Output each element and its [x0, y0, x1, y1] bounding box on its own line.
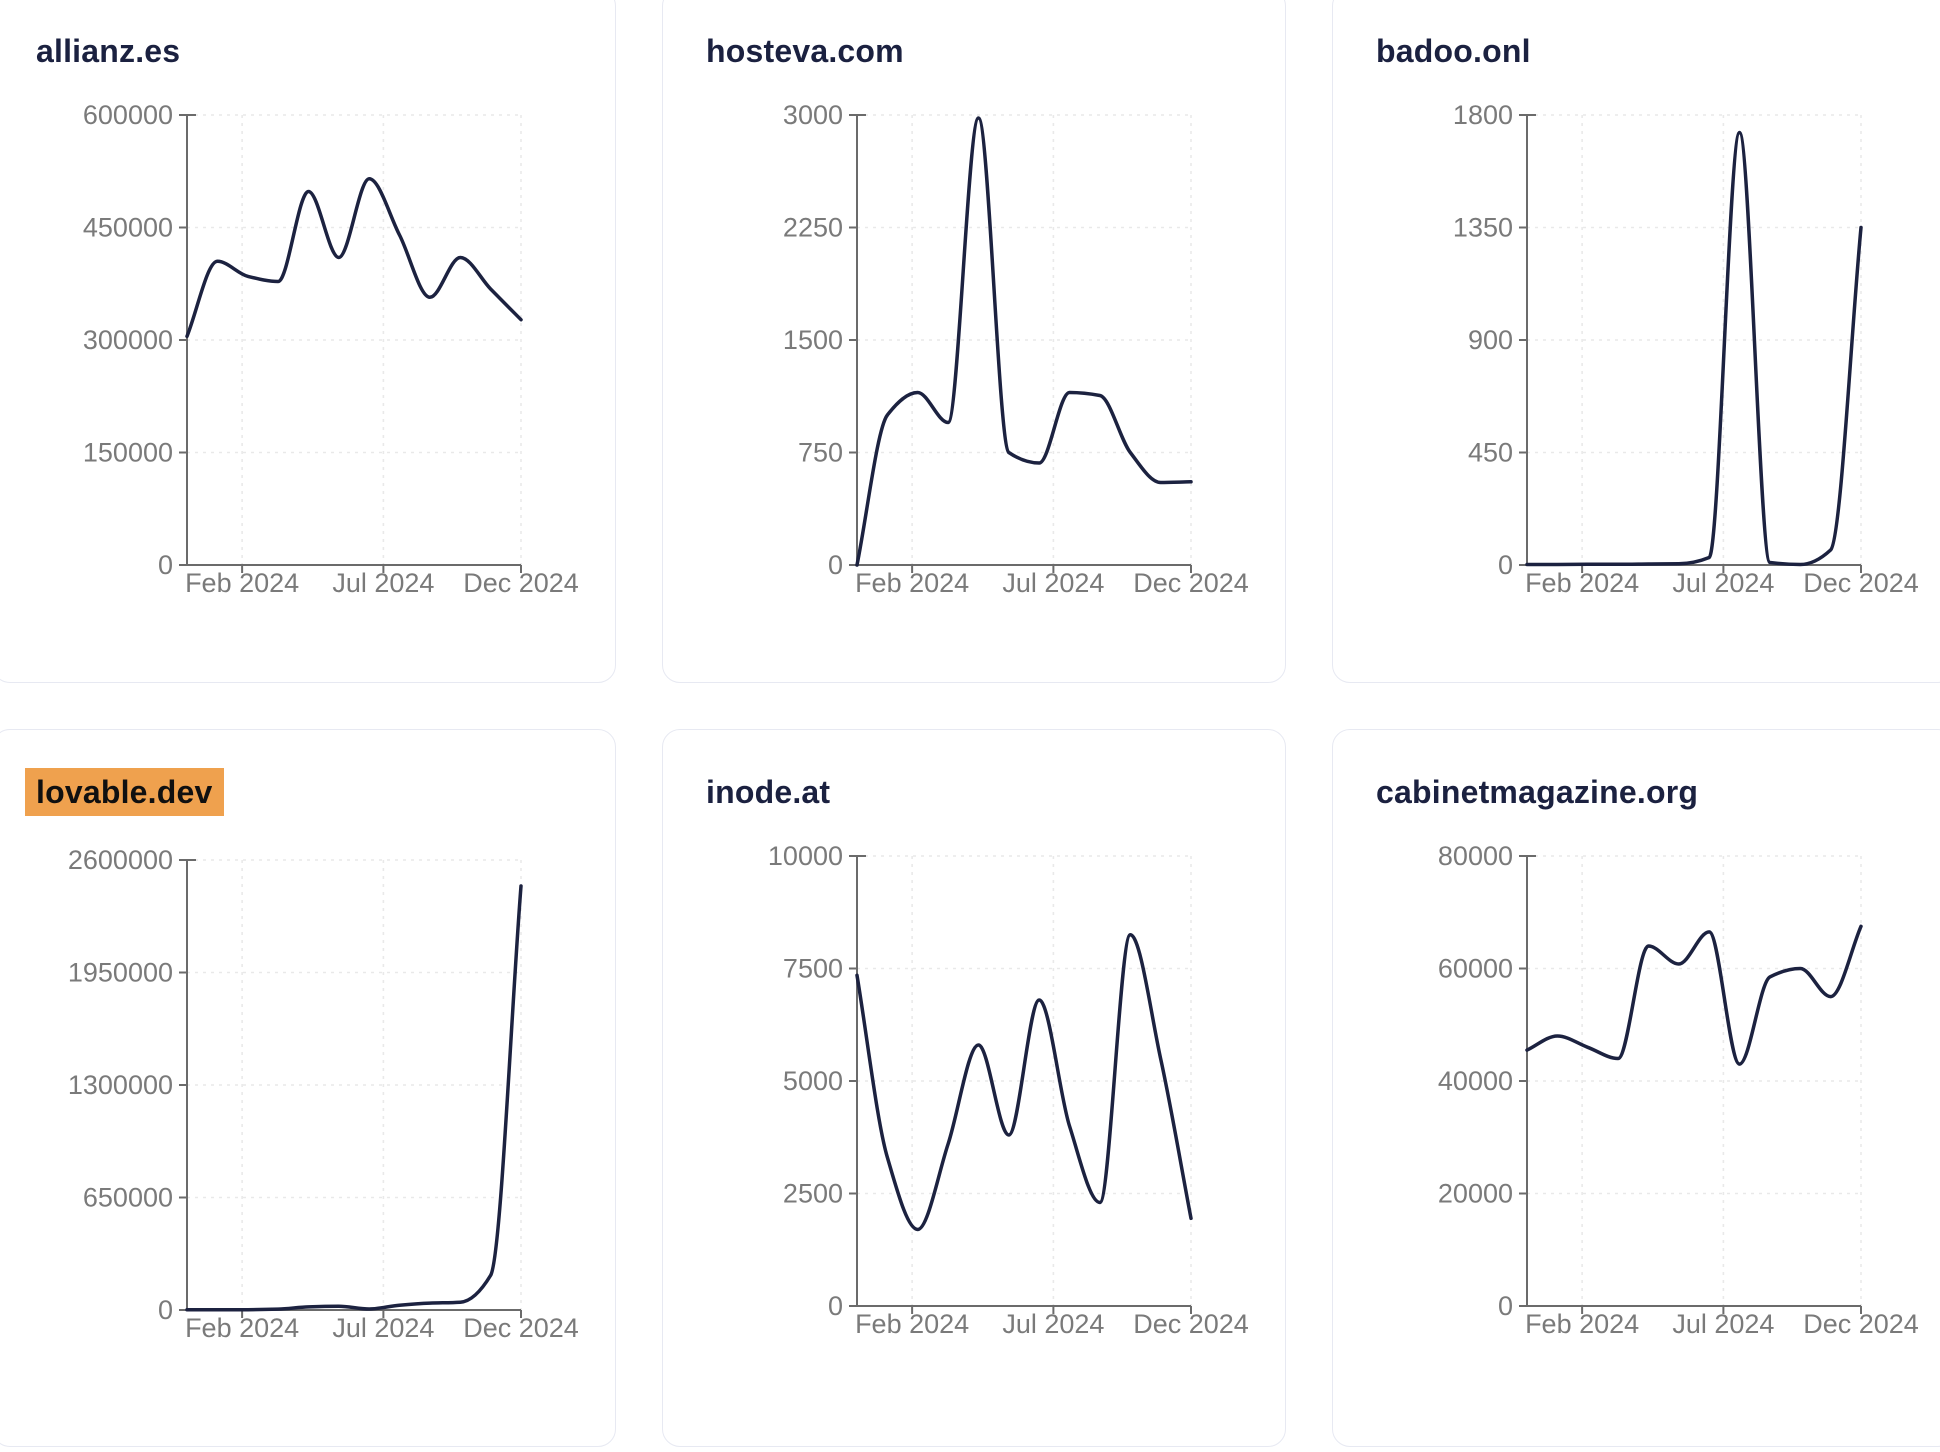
- traffic-line: [855, 933, 1193, 1232]
- svg-text:450: 450: [1468, 438, 1513, 468]
- chart-card-hosteva-com[interactable]: hosteva.com 0 750 1500 2250 3000 Feb 2024 Jul …: [662, 0, 1286, 683]
- svg-text:Dec 2024: Dec 2024: [1803, 1309, 1919, 1339]
- svg-text:Jul 2024: Jul 2024: [1002, 568, 1104, 598]
- chart-card-cabinetmagazine-org[interactable]: cabinetmagazine.org 0 20000 40000 60000 8000…: [1332, 729, 1940, 1447]
- svg-text:Dec 2024: Dec 2024: [1803, 568, 1919, 598]
- traffic-line-chart: 0 150000 300000 450000 600000 Feb 2024 Jul 202…: [83, 100, 579, 598]
- svg-text:450000: 450000: [83, 213, 173, 243]
- tick-labels: 0 20000 40000 60000 80000 Feb 2024 Jul 2024 Dec…: [1438, 841, 1919, 1339]
- traffic-line-chart: 0 650000 1300000 1950000 2600000 Feb 2024 Jul …: [68, 845, 579, 1343]
- svg-text:80000: 80000: [1438, 841, 1513, 871]
- svg-text:2500: 2500: [783, 1179, 843, 1209]
- domain-title: allianz.es: [36, 33, 181, 69]
- gridlines: [857, 114, 1192, 565]
- chart-card-inode-at[interactable]: inode.at 0 2500 5000 7500 10000 Feb 2024 Jul 2…: [662, 729, 1286, 1447]
- domain-title-highlighted: lovable.dev: [25, 768, 224, 816]
- svg-text:0: 0: [828, 550, 843, 580]
- svg-text:Feb 2024: Feb 2024: [855, 568, 969, 598]
- traffic-line-chart: 0 450 900 1350 1800 Feb 2024 Jul 2024 Dec 2024: [1453, 100, 1919, 598]
- svg-text:Jul 2024: Jul 2024: [1672, 1309, 1774, 1339]
- svg-text:Feb 2024: Feb 2024: [185, 1313, 299, 1343]
- svg-text:750: 750: [798, 438, 843, 468]
- domain-title: inode.at: [706, 774, 831, 810]
- chart-card-lovable-dev[interactable]: lovable.dev 0 650000 1300000 1950000 2600000…: [0, 729, 616, 1447]
- svg-text:Jul 2024: Jul 2024: [1672, 568, 1774, 598]
- svg-text:900: 900: [1468, 325, 1513, 355]
- svg-text:7500: 7500: [783, 954, 843, 984]
- svg-text:1350: 1350: [1453, 213, 1513, 243]
- svg-text:Jul 2024: Jul 2024: [332, 568, 434, 598]
- svg-text:40000: 40000: [1438, 1066, 1513, 1096]
- gridlines: [187, 114, 522, 565]
- svg-text:Dec 2024: Dec 2024: [463, 568, 579, 598]
- svg-text:10000: 10000: [768, 841, 843, 871]
- svg-text:300000: 300000: [83, 325, 173, 355]
- svg-text:Feb 2024: Feb 2024: [1525, 568, 1639, 598]
- traffic-line: [855, 116, 1193, 567]
- svg-text:1950000: 1950000: [68, 958, 173, 988]
- tick-labels: 0 150000 300000 450000 600000 Feb 2024 Jul 202…: [83, 100, 579, 598]
- axes: [1519, 114, 1862, 573]
- axes: [179, 114, 522, 573]
- svg-text:0: 0: [1498, 1291, 1513, 1321]
- traffic-line-chart: 0 20000 40000 60000 80000 Feb 2024 Jul 2024 Dec…: [1438, 841, 1919, 1339]
- svg-text:150000: 150000: [83, 438, 173, 468]
- gridlines: [1527, 114, 1862, 565]
- svg-text:Dec 2024: Dec 2024: [1133, 568, 1249, 598]
- svg-text:2600000: 2600000: [68, 845, 173, 875]
- svg-text:1800: 1800: [1453, 100, 1513, 130]
- traffic-line: [185, 884, 523, 1312]
- tick-labels: 0 2500 5000 7500 10000 Feb 2024 Jul 2024 Dec 20…: [768, 841, 1249, 1339]
- gridlines: [187, 859, 522, 1310]
- axes: [849, 114, 1192, 573]
- svg-text:3000: 3000: [783, 100, 843, 130]
- svg-text:60000: 60000: [1438, 954, 1513, 984]
- domain-title: cabinetmagazine.org: [1376, 774, 1699, 810]
- chart-card-allianz-es[interactable]: allianz.es 0 150000 300000 450000 600000 Feb …: [0, 0, 616, 683]
- domain-title: badoo.onl: [1376, 33, 1531, 69]
- gridlines: [1527, 855, 1862, 1306]
- svg-text:1300000: 1300000: [68, 1070, 173, 1100]
- traffic-line-chart: 0 750 1500 2250 3000 Feb 2024 Jul 2024 Dec 2024: [783, 100, 1249, 598]
- svg-text:Feb 2024: Feb 2024: [1525, 1309, 1639, 1339]
- svg-text:0: 0: [828, 1291, 843, 1321]
- domain-title: hosteva.com: [706, 33, 904, 69]
- traffic-line: [1525, 130, 1863, 567]
- tick-labels: 0 750 1500 2250 3000 Feb 2024 Jul 2024 Dec 2024: [783, 100, 1249, 598]
- axes: [849, 855, 1192, 1314]
- svg-text:0: 0: [158, 1295, 173, 1325]
- chart-card-badoo-onl[interactable]: badoo.onl 0 450 900 1350 1800 Feb 2024 Jul 202…: [1332, 0, 1940, 683]
- svg-text:2250: 2250: [783, 213, 843, 243]
- svg-text:Feb 2024: Feb 2024: [185, 568, 299, 598]
- svg-text:Feb 2024: Feb 2024: [855, 1309, 969, 1339]
- svg-text:Dec 2024: Dec 2024: [1133, 1309, 1249, 1339]
- gridlines: [857, 855, 1192, 1306]
- traffic-line: [1525, 924, 1863, 1066]
- svg-text:1500: 1500: [783, 325, 843, 355]
- tick-labels: 0 450 900 1350 1800 Feb 2024 Jul 2024 Dec 2024: [1453, 100, 1919, 598]
- svg-text:Jul 2024: Jul 2024: [1002, 1309, 1104, 1339]
- svg-text:Dec 2024: Dec 2024: [463, 1313, 579, 1343]
- axes: [179, 859, 522, 1318]
- svg-text:5000: 5000: [783, 1066, 843, 1096]
- svg-text:0: 0: [1498, 550, 1513, 580]
- svg-text:0: 0: [158, 550, 173, 580]
- svg-text:650000: 650000: [83, 1183, 173, 1213]
- traffic-line-chart: 0 2500 5000 7500 10000 Feb 2024 Jul 2024 Dec 20…: [768, 841, 1249, 1339]
- svg-text:Jul 2024: Jul 2024: [332, 1313, 434, 1343]
- svg-text:20000: 20000: [1438, 1179, 1513, 1209]
- traffic-line: [185, 177, 523, 339]
- svg-text:600000: 600000: [83, 100, 173, 130]
- axes: [1519, 855, 1862, 1314]
- tick-labels: 0 650000 1300000 1950000 2600000 Feb 2024 Jul …: [68, 845, 579, 1343]
